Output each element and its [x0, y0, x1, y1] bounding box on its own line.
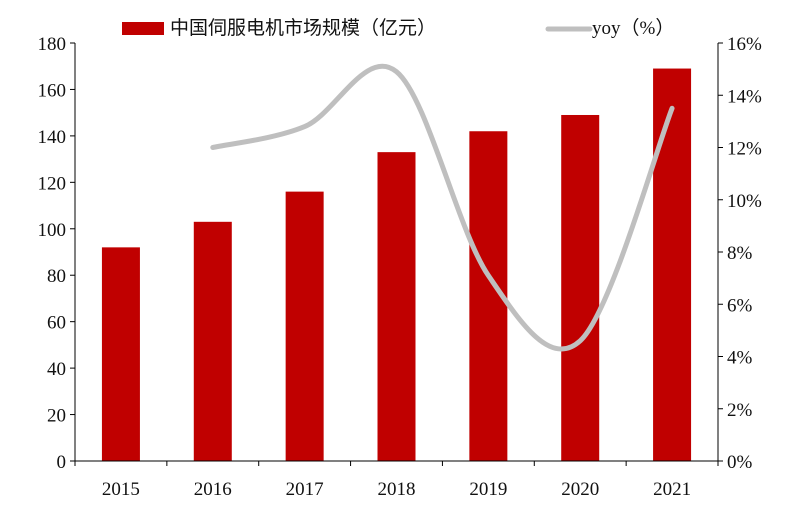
yoy-line	[213, 66, 672, 349]
legend-swatch-bar	[122, 22, 164, 35]
right-tick-label: 16%	[727, 34, 762, 55]
legend: 中国伺服电机市场规模（亿元） yoy（%）	[122, 17, 674, 39]
x-tick-label: 2019	[469, 479, 507, 500]
left-tick-label: 80	[47, 266, 66, 287]
left-tick-label: 180	[38, 34, 67, 55]
left-tick-label: 140	[38, 127, 67, 148]
left-tick-label: 40	[47, 359, 66, 380]
right-tick-label: 10%	[727, 191, 762, 212]
bar-2021	[653, 69, 691, 461]
x-tick-label: 2021	[653, 479, 691, 500]
legend-label-line: yoy（%）	[592, 17, 674, 39]
bar-2017	[286, 192, 324, 461]
bar-2018	[378, 152, 416, 461]
right-tick-label: 0%	[727, 452, 753, 473]
right-tick-label: 12%	[727, 139, 762, 160]
right-tick-label: 14%	[727, 86, 762, 107]
bar-2020	[561, 115, 599, 461]
right-tick-label: 4%	[727, 348, 753, 369]
left-tick-label: 20	[47, 406, 66, 427]
legend-label-bar: 中国伺服电机市场规模（亿元）	[170, 17, 436, 39]
x-tick-label: 2015	[102, 479, 140, 500]
left-tick-label: 60	[47, 313, 66, 334]
x-tick-label: 2016	[194, 479, 232, 500]
left-tick-label: 120	[38, 173, 67, 194]
left-tick-label: 160	[38, 80, 67, 101]
bar-2016	[194, 222, 232, 461]
left-tick-label: 0	[57, 452, 67, 473]
right-tick-label: 6%	[727, 295, 753, 316]
x-tick-label: 2018	[378, 479, 416, 500]
x-tick-label: 2017	[286, 479, 324, 500]
bar-2015	[102, 247, 140, 461]
left-tick-label: 100	[38, 220, 67, 241]
right-tick-label: 8%	[727, 243, 753, 264]
right-tick-label: 2%	[727, 400, 753, 421]
x-tick-label: 2020	[561, 479, 599, 500]
